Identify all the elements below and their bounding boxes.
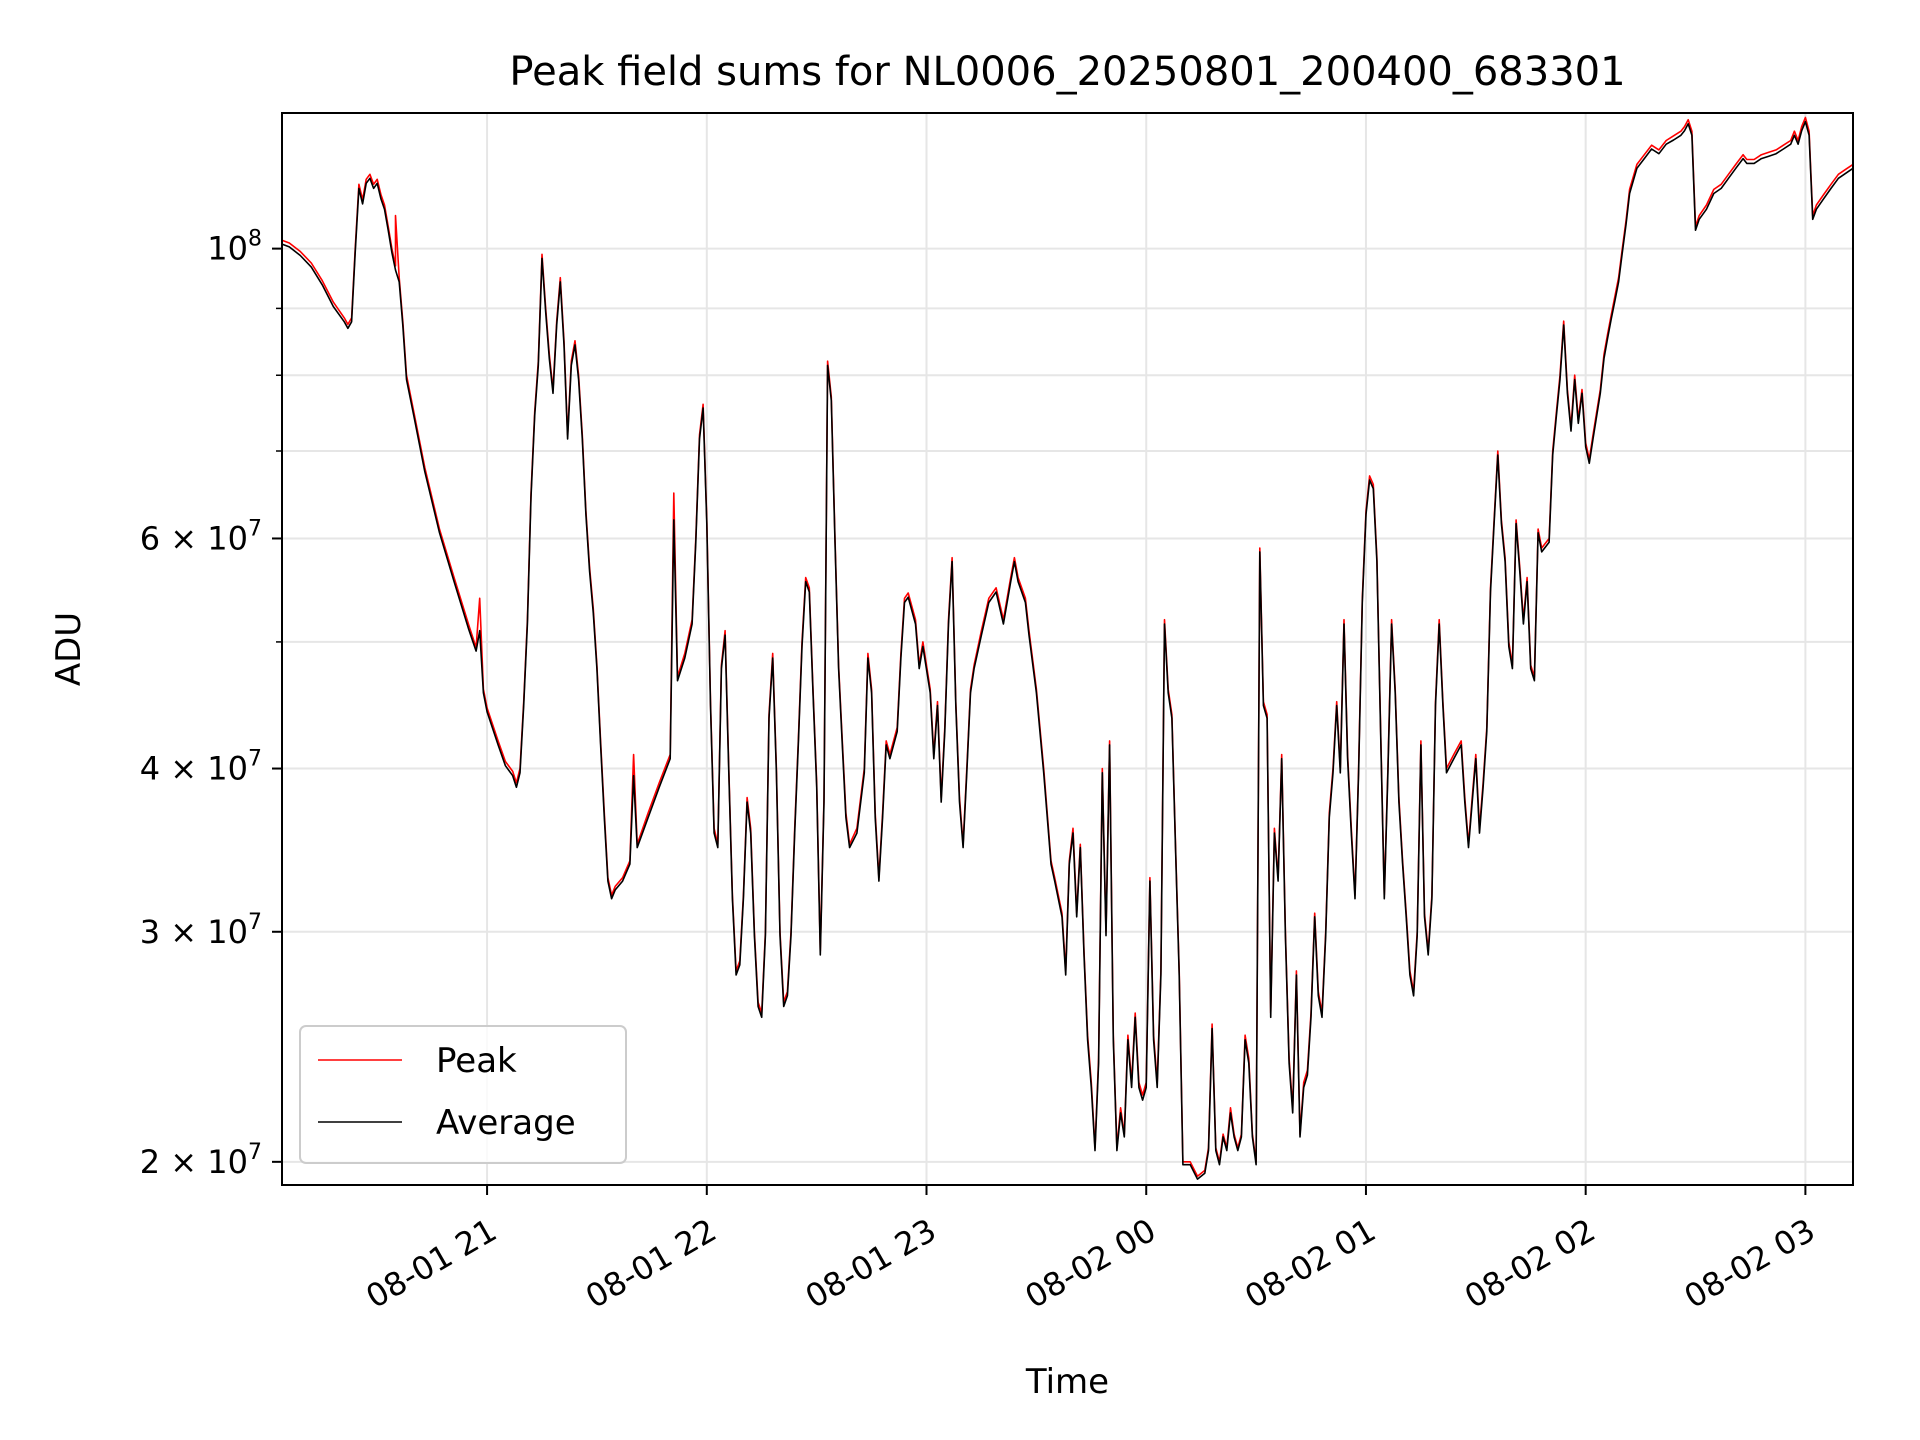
y-tick-label: 3 × 107 bbox=[140, 910, 262, 951]
y-axis-label: ADU bbox=[49, 612, 89, 686]
plot-frame bbox=[281, 112, 1854, 1186]
legend: Peak Average bbox=[299, 1025, 627, 1164]
y-tick-exponent: 7 bbox=[248, 910, 262, 935]
series-line-average bbox=[281, 120, 1854, 1180]
series-layer bbox=[281, 116, 1854, 1180]
y-tick-label: 4 × 107 bbox=[140, 747, 262, 788]
x-axis-label: Time bbox=[1025, 1362, 1109, 1402]
y-tick-exponent: 7 bbox=[248, 1140, 262, 1165]
chart-title: Peak field sums for NL0006_20250801_2004… bbox=[509, 49, 1625, 95]
y-tick-label: 2 × 107 bbox=[140, 1140, 262, 1181]
legend-label-average: Average bbox=[436, 1103, 576, 1143]
y-tick-base: 6 × 10 bbox=[140, 519, 248, 557]
y-tick-base: 4 × 10 bbox=[140, 750, 248, 788]
y-tick-exponent: 7 bbox=[248, 516, 262, 541]
y-tick-base: 3 × 10 bbox=[140, 913, 248, 951]
y-tick-exponent: 7 bbox=[248, 747, 262, 772]
y-tick-base: 10 bbox=[207, 230, 248, 268]
legend-label-peak: Peak bbox=[436, 1041, 517, 1081]
y-tick-label: 108 bbox=[207, 227, 262, 268]
y-tick-label: 6 × 107 bbox=[140, 516, 262, 557]
y-tick-base: 2 × 10 bbox=[140, 1143, 248, 1181]
y-tick-exponent: 8 bbox=[248, 227, 262, 252]
